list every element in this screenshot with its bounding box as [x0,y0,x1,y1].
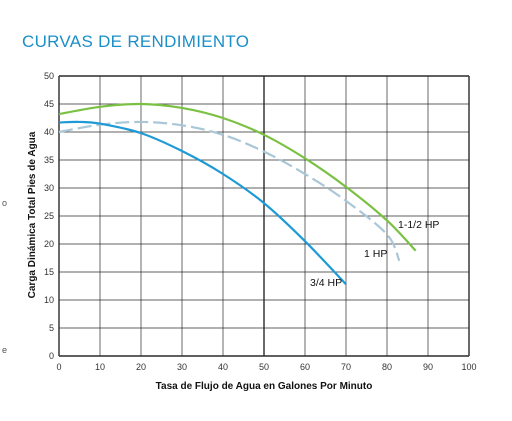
y-tick-label: 15 [44,267,54,277]
x-tick-label: 30 [177,362,187,372]
y-tick-label: 45 [44,99,54,109]
x-tick-label: 20 [136,362,146,372]
y-tick-label: 10 [44,295,54,305]
y-tick-label: 5 [49,323,54,333]
y-tick-label: 30 [44,183,54,193]
series-line-3 [58,120,347,286]
y-tick-label: 50 [44,71,54,81]
y-axis-label: Carga Dinámica Total Pies de Agua [27,131,38,298]
x-tick-label: 70 [341,362,351,372]
x-tick-label: 100 [461,362,476,372]
x-tick-label: 50 [259,362,269,372]
y-tick-label: 25 [44,211,54,221]
x-tick-label: 40 [218,362,228,372]
series-label-3: 3/4 HP [310,277,342,289]
y-tick-label: 20 [44,239,54,249]
y-tick-label: 40 [44,127,54,137]
x-tick-label: 60 [300,362,310,372]
edge-mark-1: o [2,198,8,208]
edge-mark-2: e [2,345,8,355]
series-label-2: 1 HP [364,248,387,260]
tick-labels: 0 10 20 30 40 50 60 70 80 90 100 0 5 10 15 20 25 30 35 40 45… [44,71,477,372]
y-tick-label: 35 [44,155,54,165]
series-line-1 [58,102,417,252]
y-tick-label: 0 [49,351,54,361]
series-layer: 1-1/2 HP 1 HP 3/4 HP [58,102,439,289]
series-label-1: 1-1/2 HP [398,219,439,231]
x-axis-label: Tasa de Flujo de Agua en Galones Por Min… [156,381,373,392]
grid [58,75,470,357]
x-tick-label: 10 [95,362,105,372]
x-tick-label: 80 [382,362,392,372]
series-line-2 [58,120,401,262]
x-tick-label: 0 [56,362,61,372]
chart-title: CURVAS DE RENDIMIENTO [22,32,250,51]
x-tick-label: 90 [423,362,433,372]
